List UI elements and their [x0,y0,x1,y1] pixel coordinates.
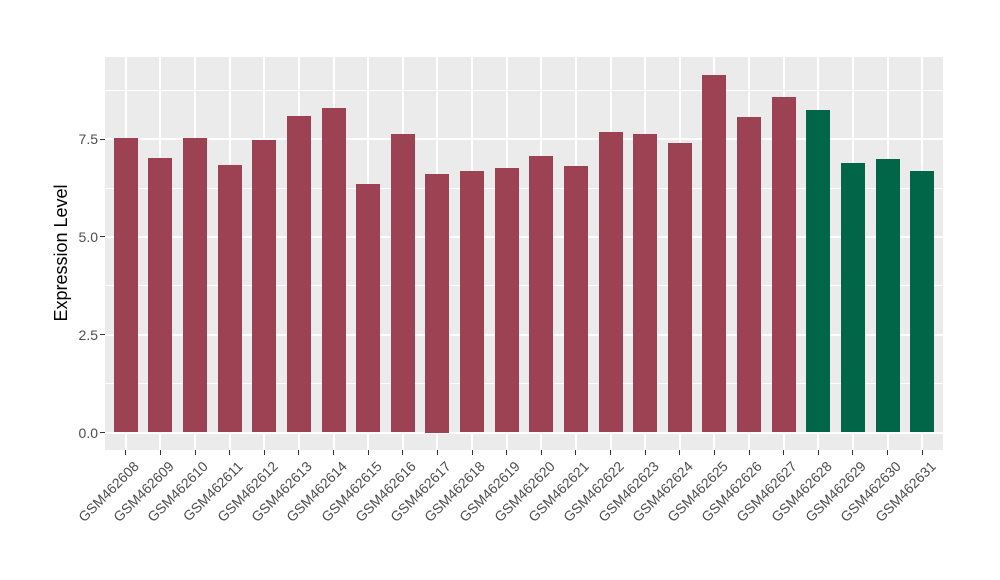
x-tickmark-GSM462625 [713,450,715,455]
bar-GSM462625 [702,74,727,433]
x-tickmark-GSM462617 [436,450,438,455]
x-tickmark-GSM462611 [229,450,231,455]
bar-GSM462629 [840,163,865,433]
x-tickmark-GSM462614 [333,450,335,455]
bar-GSM462612 [252,139,277,433]
bar-GSM462628 [806,109,831,433]
y-axis-title: Expression Level [51,184,71,322]
gridline-minor-y-3.75 [105,285,943,287]
bar-GSM462627 [771,97,796,433]
y-tickmark-0 [100,432,105,433]
x-tickmark-GSM462628 [817,450,819,455]
plot-panel [105,57,943,450]
bar-GSM462614 [321,107,346,433]
bar-GSM462613 [286,116,311,433]
y-tickmark-5 [100,236,105,238]
x-tickmark-GSM462613 [298,450,300,455]
gridline-minor-y-8.75 [105,89,943,91]
gridline-major-y-7.5 [105,138,943,141]
x-tickmark-GSM462624 [679,450,681,455]
bar-GSM462610 [183,138,208,433]
bar-GSM462618 [460,171,485,433]
x-tickmark-GSM462627 [783,450,785,455]
bar-GSM462626 [737,117,762,433]
x-tickmark-GSM462616 [402,450,404,455]
x-tickmark-GSM462610 [194,450,196,455]
x-tickmark-GSM462618 [471,450,473,455]
x-tickmark-GSM462620 [540,450,542,455]
bar-GSM462630 [875,159,900,433]
x-tickmark-GSM462623 [644,450,646,455]
gridline-major-y-0 [105,431,943,434]
y-tick-label-5.0: 5.0 [78,228,98,245]
bar-GSM462619 [494,168,519,433]
x-tickmark-GSM462626 [748,450,750,455]
x-tickmark-GSM462630 [887,450,889,455]
x-tickmark-GSM462608 [125,450,127,455]
bar-GSM462624 [667,143,692,433]
x-tickmark-GSM462609 [159,450,161,455]
y-tick-label-0.0: 0.0 [78,424,98,441]
bar-GSM462616 [390,134,415,433]
x-tickmark-GSM462629 [852,450,854,455]
bar-GSM462623 [633,134,658,433]
bar-GSM462631 [910,170,935,433]
bar-GSM462622 [598,132,623,433]
gridline-minor-y-1.25 [105,383,943,385]
x-tickmark-GSM462612 [263,450,265,455]
gridline-major-y-5 [105,235,943,238]
bar-GSM462608 [113,138,138,433]
y-tick-label-2.5: 2.5 [78,326,98,343]
x-tickmark-GSM462621 [575,450,577,455]
bar-GSM462615 [356,183,381,433]
y-tickmark-7.5 [100,138,105,140]
y-tickmark-2.5 [100,334,105,336]
gridline-minor-y-6.25 [105,187,943,189]
x-tickmark-GSM462631 [921,450,923,455]
x-tickmark-GSM462622 [610,450,612,455]
bar-GSM462617 [425,174,450,433]
bar-GSM462611 [217,164,242,433]
x-tickmark-GSM462615 [367,450,369,455]
y-tick-label-7.5: 7.5 [78,131,98,148]
bar-GSM462609 [148,157,173,433]
x-tickmark-GSM462619 [506,450,508,455]
bar-GSM462620 [529,155,554,433]
bar-GSM462621 [563,165,588,433]
gridline-major-y-2.5 [105,333,943,336]
